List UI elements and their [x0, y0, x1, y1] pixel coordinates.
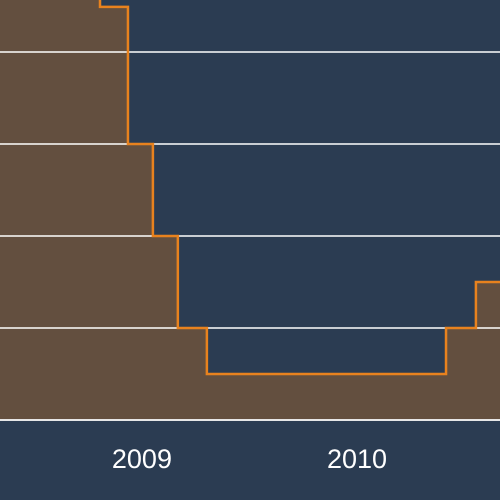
step-line: [98, 0, 500, 376]
plot-area: [0, 0, 500, 420]
area: [0, 0, 500, 420]
x-tick-label: 2009: [112, 444, 172, 474]
x-tick-label: 2010: [327, 444, 387, 474]
